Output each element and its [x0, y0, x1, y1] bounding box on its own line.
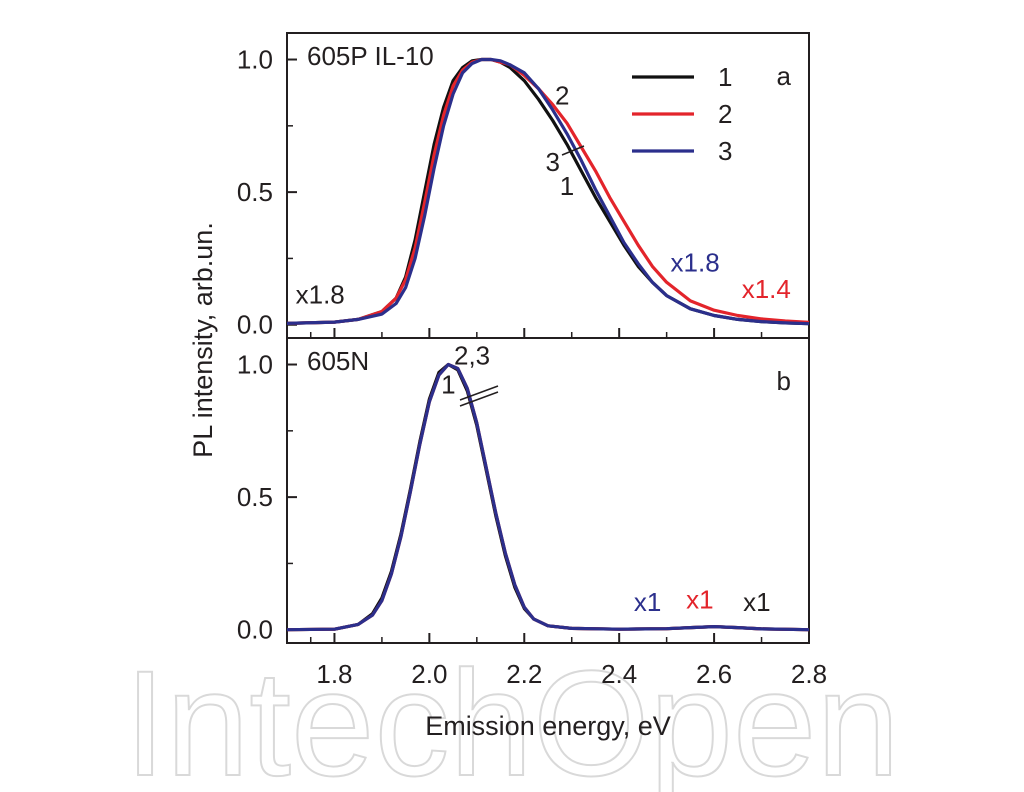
legend-label-1: 1	[718, 62, 732, 92]
x-tick-label: 2.2	[506, 659, 542, 689]
panel-letter: a	[777, 61, 792, 91]
annotation-x1: x1	[743, 587, 770, 617]
x-tick-label: 1.8	[316, 659, 352, 689]
plot-frame	[286, 337, 810, 644]
annotation-x14: x1.4	[742, 274, 791, 304]
series-2-line	[286, 362, 810, 632]
annotation-1: 1	[441, 370, 455, 400]
series-3-line	[286, 362, 810, 632]
y-axis-title: PL intensity, arb.un.	[188, 222, 218, 458]
annotation-1: 1	[560, 171, 574, 201]
y-tick-label: 0.0	[237, 615, 273, 645]
leader-line	[459, 391, 499, 407]
series-1-line	[286, 362, 810, 632]
annotation-x18: x1.8	[296, 280, 345, 310]
watermark-text: IntechOpen	[124, 639, 900, 792]
legend-label-2: 2	[718, 99, 732, 129]
series-3-line	[286, 57, 810, 326]
y-tick-label: 0.0	[237, 310, 273, 340]
x-axis-title: Emission energy, eV	[425, 711, 671, 741]
y-tick-label: 1.0	[237, 45, 273, 75]
x-tick-label: 2.0	[411, 659, 447, 689]
annotation-3: 3	[546, 147, 560, 177]
leader-line	[459, 385, 499, 401]
x-tick-label: 2.4	[601, 659, 637, 689]
x-tick-label: 2.8	[791, 659, 827, 689]
y-tick-label: 1.0	[237, 350, 273, 380]
sample-label: 605N	[307, 346, 369, 376]
leader-line	[561, 145, 585, 156]
sample-label: 605P IL-10	[307, 41, 434, 71]
panel-letter: b	[777, 366, 791, 396]
y-tick-label: 0.5	[237, 177, 273, 207]
annotation-x18: x1.8	[671, 248, 720, 278]
legend-label-3: 3	[718, 136, 732, 166]
annotation-x1: x1	[634, 587, 661, 617]
annotation-23: 2,3	[454, 341, 490, 371]
annotation-2: 2	[555, 81, 569, 111]
x-tick-label: 2.6	[696, 659, 732, 689]
y-tick-label: 0.5	[237, 482, 273, 512]
annotation-x1: x1	[686, 585, 713, 615]
panel-b: 1.8 2.0 2.2 2.4 2.6 2.8 0.0 0.5 1.0 605N b x1 x1 x1 2,…	[237, 337, 827, 689]
